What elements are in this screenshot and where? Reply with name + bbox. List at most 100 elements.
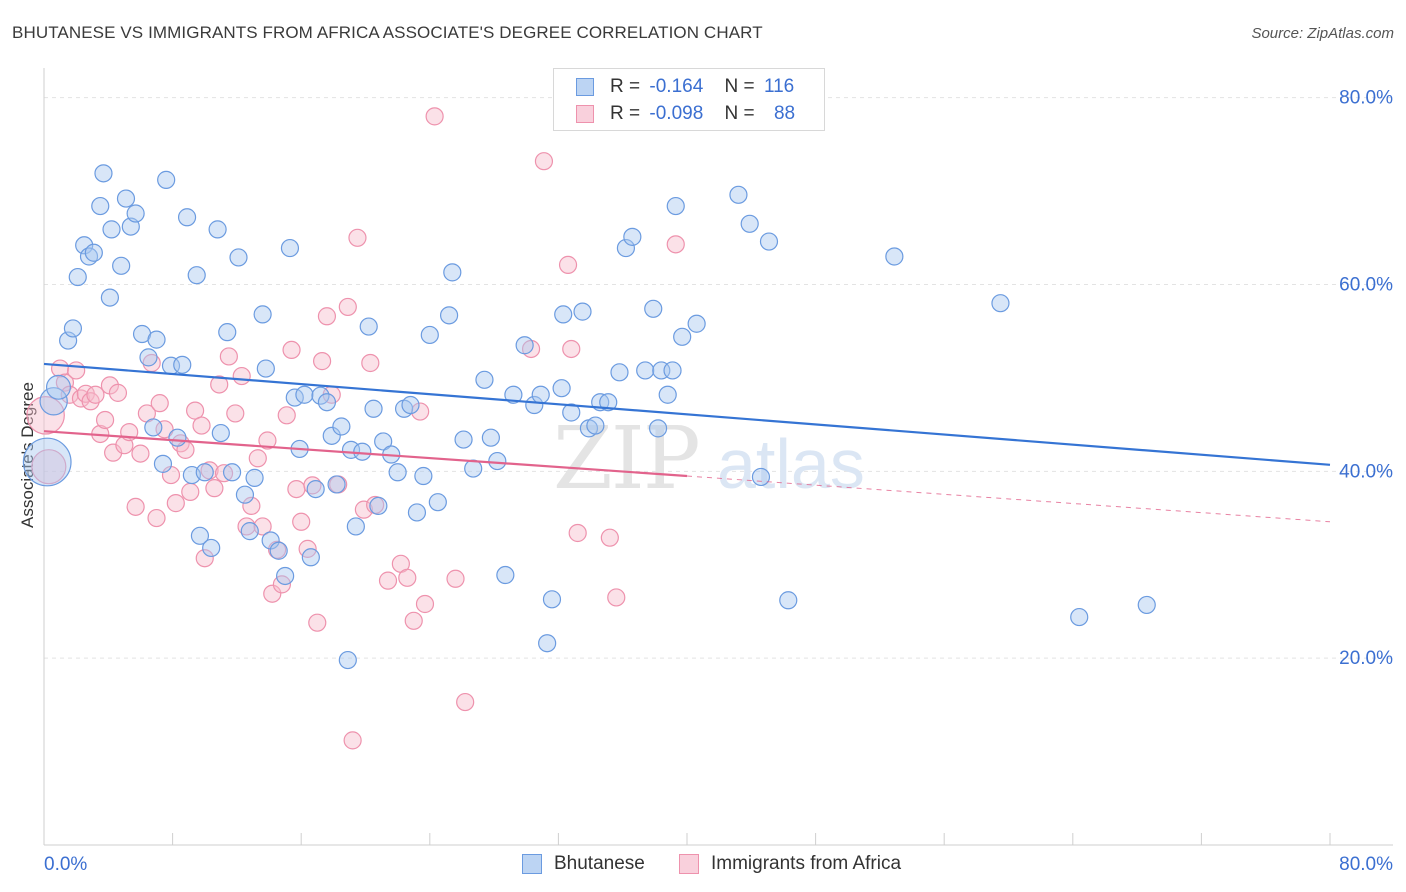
data-point-bhutanese	[573, 302, 592, 321]
data-point-bhutanese	[126, 204, 145, 223]
data-point-bhutanese	[157, 170, 176, 189]
data-point-bhutanese	[208, 220, 227, 239]
legend-r-value: -0.098	[649, 103, 704, 124]
data-point-africa	[26, 395, 65, 435]
data-point-bhutanese	[63, 319, 83, 338]
data-point-africa	[263, 584, 282, 603]
data-point-africa	[186, 401, 205, 420]
tick-labels: 20.0% 40.0% 60.0% 80.0% 0.0% 80.0%	[44, 88, 1393, 875]
data-point-africa	[600, 528, 619, 547]
data-point-bhutanese	[317, 393, 337, 412]
data-point-bhutanese	[359, 317, 378, 336]
data-point-africa	[219, 347, 238, 366]
data-point-bhutanese	[240, 522, 259, 541]
series-bhutanese	[22, 164, 1156, 670]
data-point-bhutanese	[475, 370, 494, 389]
data-point-africa	[60, 385, 79, 404]
data-point-bhutanese	[144, 418, 163, 437]
data-point-bhutanese	[538, 634, 557, 653]
data-point-bhutanese	[147, 330, 166, 349]
data-point-bhutanese	[599, 393, 618, 412]
data-point-bhutanese	[751, 467, 771, 487]
data-point-bhutanese	[222, 463, 242, 482]
data-point-africa	[312, 352, 332, 371]
data-point-bhutanese	[616, 238, 636, 258]
data-point-africa	[31, 449, 67, 485]
data-point-bhutanese	[100, 288, 120, 307]
data-point-bhutanese	[636, 361, 655, 380]
data-point-bhutanese	[374, 432, 393, 451]
data-point-bhutanese	[586, 416, 605, 435]
data-point-bhutanese	[759, 232, 779, 251]
data-point-bhutanese	[276, 566, 295, 586]
data-point-bhutanese	[666, 196, 685, 216]
data-point-bhutanese	[116, 189, 136, 208]
data-point-bhutanese	[525, 395, 544, 415]
data-point-bhutanese	[454, 430, 473, 449]
data-point-bhutanese	[388, 463, 407, 482]
data-point-bhutanese	[496, 565, 515, 585]
data-point-africa	[287, 479, 306, 499]
data-point-africa	[95, 410, 115, 430]
data-point-bhutanese	[256, 359, 275, 378]
data-point-bhutanese	[481, 428, 500, 447]
data-point-bhutanese	[91, 196, 110, 216]
source-label: Source: ZipAtlas.com	[1251, 25, 1394, 42]
y-tick-label: 60.0%	[1339, 275, 1393, 296]
data-point-bhutanese	[504, 385, 523, 404]
data-point-africa	[150, 394, 169, 413]
data-point-africa	[267, 540, 287, 559]
data-point-bhutanese	[195, 463, 214, 482]
data-point-africa	[354, 500, 373, 519]
data-point-bhutanese	[235, 485, 255, 504]
data-point-africa	[195, 549, 214, 568]
data-point-africa	[398, 568, 417, 587]
data-point-africa	[226, 404, 245, 423]
legend-n-label: N =	[724, 76, 755, 97]
data-point-africa	[568, 523, 587, 543]
data-point-africa	[456, 692, 475, 712]
data-point-africa	[131, 444, 150, 463]
chart-title: BHUTANESE VS IMMIGRANTS FROM AFRICA ASSO…	[12, 23, 763, 42]
data-point-bhutanese	[443, 263, 462, 282]
data-point-africa	[258, 431, 277, 450]
data-point-africa	[248, 449, 267, 468]
data-point-africa	[277, 406, 296, 425]
data-point-bhutanese	[740, 214, 759, 233]
x-tick-label: 80.0%	[1339, 854, 1393, 875]
data-point-bhutanese	[554, 305, 573, 324]
data-point-bhutanese	[369, 496, 388, 516]
bottom-legend-label-bhutanese: Bhutanese	[554, 853, 645, 874]
data-point-bhutanese	[439, 306, 459, 325]
data-point-bhutanese	[295, 385, 314, 404]
data-point-africa	[607, 588, 626, 607]
data-point-bhutanese	[173, 355, 192, 374]
data-point-africa	[348, 228, 367, 247]
data-point-bhutanese	[531, 385, 550, 404]
data-point-bhutanese	[211, 423, 230, 443]
data-point-bhutanese	[327, 475, 346, 494]
data-point-bhutanese	[779, 591, 798, 610]
data-point-bhutanese	[301, 548, 320, 567]
data-point-bhutanese	[94, 164, 113, 183]
data-point-africa	[317, 307, 337, 326]
data-point-africa	[192, 416, 211, 435]
y-tick-label: 20.0%	[1339, 648, 1393, 669]
data-point-bhutanese	[648, 419, 668, 438]
data-point-africa	[361, 353, 380, 373]
data-point-africa	[666, 235, 685, 254]
data-point-africa	[232, 366, 251, 386]
data-point-bhutanese	[75, 236, 94, 255]
data-point-bhutanese	[414, 466, 433, 486]
data-point-bhutanese	[280, 238, 300, 258]
data-point-bhutanese	[663, 361, 682, 380]
data-point-bhutanese	[644, 299, 663, 318]
data-point-bhutanese	[673, 327, 692, 346]
data-point-africa	[147, 508, 166, 528]
data-point-bhutanese	[552, 379, 571, 398]
data-point-bhutanese	[153, 454, 173, 473]
data-point-bhutanese	[658, 385, 677, 404]
legend-n-label: N =	[724, 103, 755, 124]
data-point-bhutanese	[1070, 607, 1089, 627]
data-point-africa	[558, 255, 578, 274]
